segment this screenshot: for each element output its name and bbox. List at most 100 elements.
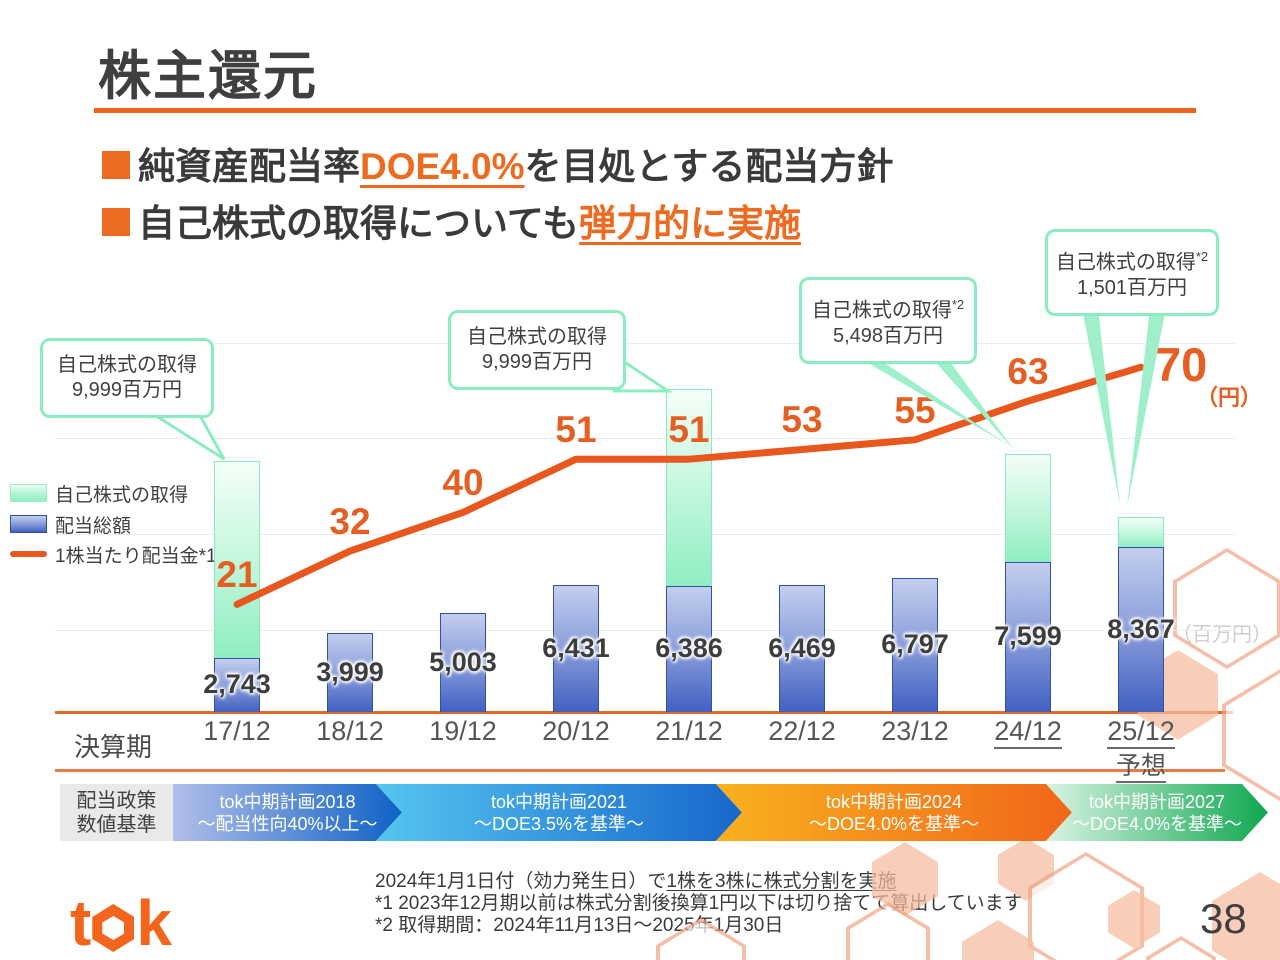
callout-title: 自己株式の取得*2	[1055, 249, 1209, 274]
logo-letter: k	[136, 887, 172, 959]
bullet-text: 純資産配当率	[138, 146, 360, 187]
timeline-phase-label: ～DOE4.0%を基準～	[1071, 813, 1243, 834]
timeline-header: 配当政策 数値基準	[60, 784, 173, 841]
dps-value-label: 21	[216, 554, 258, 596]
hexagon-decoration	[1173, 548, 1280, 669]
dps-value-label: 55	[894, 389, 936, 431]
page-number: 38	[1200, 895, 1247, 942]
timeline-phase: tok中期計画2027 ～DOE4.0%を基準～	[1046, 784, 1268, 841]
dps-value-label: 40	[442, 462, 484, 504]
dps-line-swatch-icon	[10, 551, 47, 557]
bar-share-buyback	[1118, 517, 1164, 547]
bar-value-label: 6,431	[542, 632, 610, 663]
buyback-swatch-icon	[10, 484, 47, 502]
dps-value-label: 70	[1155, 338, 1208, 392]
timeline-header-line: 数値基準	[76, 813, 157, 836]
bar-value-label: 6,386	[655, 633, 723, 663]
bar-value-label: 7,599	[994, 621, 1062, 651]
dps-value-label: 51	[668, 409, 710, 451]
x-axis-category: 25/12	[1081, 716, 1201, 749]
timeline-phase-label: ～DOE4.0%を基準～	[808, 813, 980, 834]
x-axis-category: 18/12	[316, 716, 384, 746]
bar-dividend-total	[327, 633, 373, 712]
x-axis-category: 21/12	[655, 716, 723, 746]
dps-value-label: 63	[1007, 351, 1049, 393]
bar-share-buyback	[1005, 454, 1051, 562]
dps-value-label: 32	[329, 501, 371, 543]
divider-line	[55, 769, 1225, 772]
callout-amount: 5,498百万円	[832, 324, 944, 347]
callout-title: 自己株式の取得	[467, 326, 607, 348]
bullet-highlight: DOE4.0%	[360, 146, 525, 187]
x-axis-category: 20/12	[542, 716, 610, 746]
x-axis-category: 24/12	[968, 716, 1088, 749]
page-title: 株主還元	[98, 47, 318, 106]
bar-value-label: 6,797	[881, 629, 949, 659]
legend-item-dps: 1株当たり配当金*1	[10, 543, 217, 567]
legend-item-buyback: 自己株式の取得	[10, 482, 188, 506]
logo-hex-o-icon	[92, 904, 135, 952]
x-axis-category: 19/12	[429, 716, 497, 746]
timeline-phase-label: tok中期計画2018	[219, 791, 356, 812]
timeline-phase: tok中期計画2018 ～配当性向40%以上～	[173, 784, 402, 841]
callout-amount: 9,999百万円	[481, 351, 593, 373]
timeline-phase-label: tok中期計画2027	[1088, 791, 1226, 812]
timeline-phase-label: ～配当性向40%以上～	[197, 813, 378, 834]
callout-pointer	[1082, 308, 1120, 505]
legend-label: 配当総額	[55, 515, 132, 537]
x-axis-category: 22/12	[768, 716, 836, 746]
gridline	[55, 438, 1235, 439]
forecast-label: 予想	[1081, 746, 1201, 783]
bar-dividend-total	[440, 613, 486, 712]
buyback-callout: 自己株式の取得*2 5,498百万円	[799, 277, 977, 364]
bar-value-label: 8,367	[1107, 613, 1175, 644]
bar-value-label: 6,469	[768, 632, 836, 663]
dividend-swatch-icon	[10, 515, 47, 533]
bar-value-label: 3,999	[316, 656, 384, 687]
bullet-dividend-policy: 純資産配当率DOE4.0%を目処とする配当方針	[102, 136, 893, 190]
timeline-header-line: 配当政策	[76, 789, 157, 812]
bullet-square-icon	[102, 151, 130, 179]
x-axis-category: 23/12	[881, 716, 949, 746]
gridline	[55, 630, 1235, 631]
bullet-highlight: 弾力的に実施	[579, 203, 802, 244]
timeline-phase-label: tok中期計画2024	[825, 791, 963, 812]
callout-pointer	[930, 356, 1014, 450]
buyback-callout: 自己株式の取得 9,999百万円	[40, 338, 214, 418]
hexagon-decoration	[1222, 668, 1280, 803]
callout-title: 自己株式の取得	[57, 354, 197, 376]
bar-value-label: 2,743	[203, 669, 271, 699]
footnote-split: 2024年1月1日付（効力発生日）で1株を3株に株式分割を実施	[375, 871, 897, 892]
bullet-text: 自己株式の取得についても	[138, 203, 580, 244]
x-axis-title: 決算期	[74, 732, 153, 762]
hexagon-hole	[1177, 552, 1277, 665]
hexagon-decoration	[962, 920, 1034, 960]
x-axis-category: 17/12	[203, 716, 271, 746]
buyback-callout: 自己株式の取得 9,999百万円	[448, 310, 626, 390]
bullet-buyback-policy: 自己株式の取得についても弾力的に実施	[102, 193, 801, 247]
callout-amount: 1,501百万円	[1076, 276, 1188, 299]
callout-pointer	[144, 410, 226, 461]
callout-amount: 9,999百万円	[71, 379, 183, 401]
logo-letter: t	[70, 887, 91, 959]
timeline-phase-label: ～DOE3.5%を基準～	[473, 813, 645, 834]
bar-dividend-total	[214, 658, 260, 712]
bullet-square-icon	[102, 208, 130, 236]
timeline-phase-label: tok中期計画2021	[490, 791, 628, 812]
dps-value-label: 53	[781, 399, 823, 441]
hexagon-hole	[1150, 940, 1212, 960]
title-underline	[94, 108, 1196, 113]
x-axis-line	[55, 711, 1233, 714]
timeline-phase: tok中期計画2024 ～DOE4.0%を基準～	[716, 784, 1072, 841]
timeline-phase: tok中期計画2021 ～DOE3.5%を基準～	[376, 784, 742, 841]
gridline	[55, 343, 1235, 344]
dps-value-label: 51	[555, 409, 597, 451]
bullet-text: を目処とする配当方針	[524, 146, 894, 187]
bar-value-label: 5,003	[429, 646, 497, 677]
legend-item-dividend-total: 配当総額	[10, 513, 132, 537]
buyback-callout: 自己株式の取得*2 1,501百万円	[1045, 229, 1219, 316]
footnote-1: *1 2023年12月期以前は株式分割後換算1円以下は切り捨てて算出しています	[375, 893, 1023, 914]
line-unit-label: （円）	[1196, 385, 1263, 410]
